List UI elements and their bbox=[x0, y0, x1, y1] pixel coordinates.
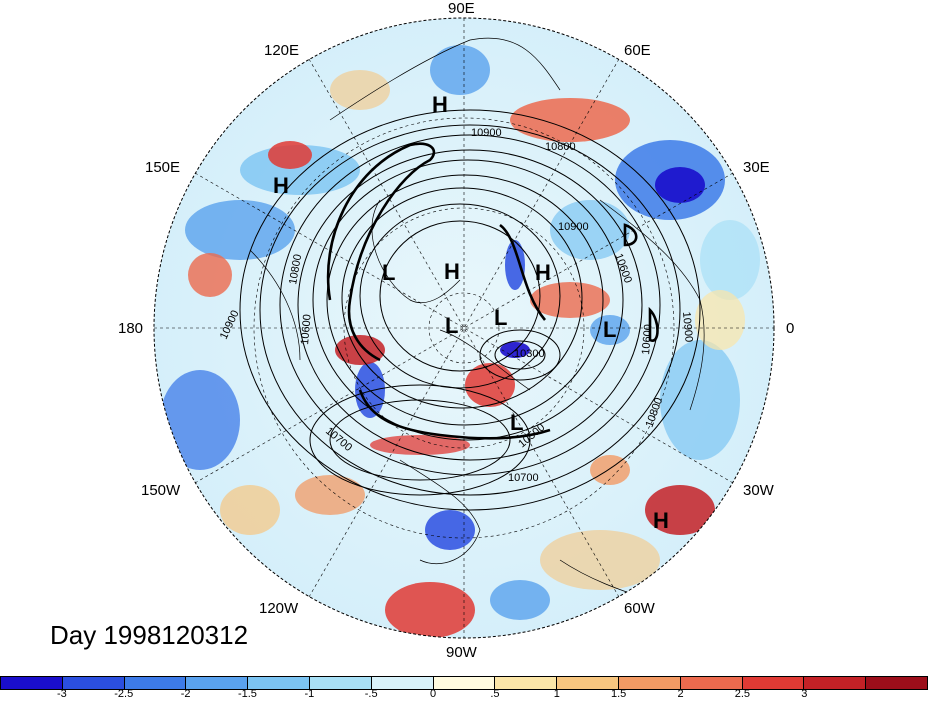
colorbar-tick-label: 3 bbox=[801, 688, 808, 700]
colorbar-tick-label: -2 bbox=[180, 688, 191, 700]
colorbar-segment bbox=[433, 677, 496, 689]
colorbar-segment bbox=[62, 677, 125, 689]
height-contours bbox=[239, 109, 701, 511]
colorbar-tick-label: .5 bbox=[490, 688, 500, 700]
colorbar-segment bbox=[1, 677, 63, 689]
colorbar-segment bbox=[804, 677, 867, 689]
colorbar-tick-label: -.5 bbox=[364, 688, 378, 700]
contour-label: 10800 bbox=[545, 141, 576, 153]
colorbar-labels: -3 -2.5 -2 -1.5 -1 -.5 0 .5 1 1.5 2 2.5 3 bbox=[0, 688, 928, 702]
map-boundary bbox=[153, 17, 775, 639]
graticule bbox=[154, 18, 774, 638]
colorbar-tick-label: 1.5 bbox=[611, 688, 627, 700]
colorbar-segment bbox=[742, 677, 805, 689]
colorbar-segment bbox=[309, 677, 372, 689]
colorbar-tick-label: -2.5 bbox=[114, 688, 134, 700]
colorbar-tick-label: 2 bbox=[677, 688, 684, 700]
colorbar-segment bbox=[680, 677, 743, 689]
colorbar-tick-label: -1.5 bbox=[237, 688, 257, 700]
colorbar-segment bbox=[866, 677, 927, 689]
contour-label: 10900 bbox=[558, 221, 589, 233]
longitude-labels: 90E 120E 60E 150E 30E 180 0 150W 30W 120… bbox=[118, 0, 794, 661]
contour-label: 10600 bbox=[640, 324, 655, 356]
lon-label-120e: 120E bbox=[264, 42, 299, 59]
lon-label-90e: 90E bbox=[448, 0, 475, 17]
colorbar-segment bbox=[618, 677, 681, 689]
lon-label-180: 180 bbox=[118, 320, 143, 337]
colorbar-segment bbox=[495, 677, 558, 689]
contour-label: 10600 bbox=[299, 314, 314, 346]
colorbar-tick-label: 1 bbox=[553, 688, 560, 700]
lon-label-150w: 150W bbox=[141, 482, 181, 499]
lon-label-150e: 150E bbox=[145, 159, 180, 176]
high-pressure-label: H bbox=[273, 173, 289, 198]
colorbar-tick-label: 0 bbox=[430, 688, 437, 700]
colorbar-segment bbox=[557, 677, 619, 689]
lon-label-120w: 120W bbox=[259, 600, 299, 617]
colorbar-tick-label: -3 bbox=[56, 688, 67, 700]
lon-label-60w: 60W bbox=[624, 600, 656, 617]
contour-label: 10900 bbox=[680, 311, 695, 343]
colorbar-segment bbox=[248, 677, 310, 689]
colorbar-segment bbox=[371, 677, 434, 689]
low-pressure-label: L bbox=[494, 305, 507, 330]
lon-label-90w: 90W bbox=[446, 644, 478, 661]
colorbar-segment bbox=[124, 677, 187, 689]
contour-label: 10900 bbox=[471, 127, 502, 139]
low-pressure-label: L bbox=[603, 317, 616, 342]
high-pressure-label: H bbox=[432, 92, 448, 117]
anomaly-field bbox=[154, 18, 774, 638]
low-pressure-label: L bbox=[510, 410, 523, 435]
low-pressure-label: L bbox=[382, 260, 395, 285]
contour-label: 10700 bbox=[508, 472, 539, 484]
contour-label: 10800 bbox=[287, 253, 304, 285]
lon-label-60e: 60E bbox=[624, 42, 651, 59]
high-pressure-label: H bbox=[653, 508, 669, 533]
colorbar-tick-label: 2.5 bbox=[734, 688, 751, 700]
lon-label-0: 0 bbox=[786, 320, 794, 337]
lon-label-30w: 30W bbox=[743, 482, 775, 499]
colorbar-segment bbox=[186, 677, 249, 689]
colorbar bbox=[0, 676, 928, 690]
colorbar-tick-label: -1 bbox=[304, 688, 315, 700]
low-pressure-label: L bbox=[445, 313, 458, 338]
high-pressure-label: H bbox=[444, 259, 460, 284]
pressure-centers: H H H H H L L L L L bbox=[273, 92, 669, 533]
date-label: Day 1998120312 bbox=[50, 620, 249, 650]
lon-label-30e: 30E bbox=[743, 159, 770, 176]
contour-label: 10300 bbox=[514, 348, 545, 360]
high-pressure-label: H bbox=[535, 260, 551, 285]
